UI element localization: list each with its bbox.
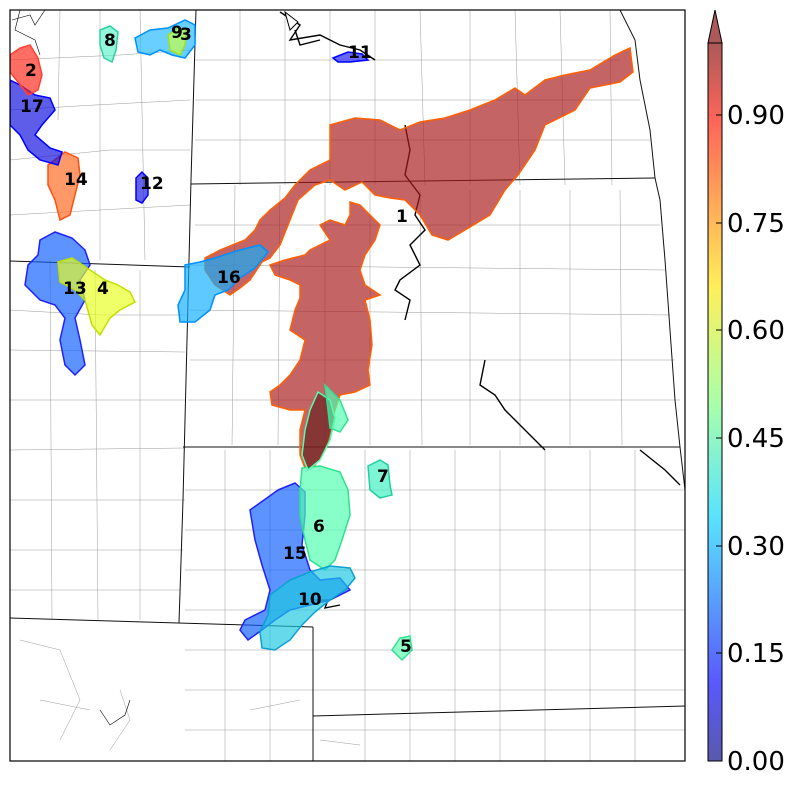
colorbar-tick-2: 0.30 [727, 532, 785, 562]
colorbar-tick-0: 0.00 [727, 747, 785, 777]
colorbar-tick-1: 0.15 [727, 639, 785, 669]
label-region-13: 13 [63, 279, 87, 299]
map-frame [9, 9, 686, 762]
label-region-10: 10 [298, 590, 322, 610]
colorbar-ticks [716, 114, 722, 762]
region-5 [391, 635, 413, 662]
colorbar: 0.00 0.15 0.30 0.45 0.60 0.75 0.90 [707, 9, 785, 777]
region-10 [259, 565, 356, 651]
label-region-1: 1 [396, 207, 408, 227]
lakes [284, 10, 299, 31]
region-6-extension [323, 382, 349, 433]
region-6 [299, 465, 351, 571]
colorbar-extend-arrow [707, 9, 723, 44]
probability-regions [10, 19, 634, 662]
label-region-8: 8 [104, 31, 116, 51]
label-region-11: 11 [348, 43, 372, 63]
label-region-3: 3 [180, 25, 192, 45]
label-region-2: 2 [25, 61, 37, 81]
colorbar-tick-3: 0.45 [727, 424, 785, 454]
region-4 [57, 257, 136, 337]
region-8 [99, 25, 119, 64]
region-12 [135, 170, 149, 204]
region-14 [47, 151, 81, 222]
region-11 [331, 51, 370, 63]
mountain-detail [11, 10, 131, 726]
label-region-17: 17 [20, 97, 44, 117]
region-9 [167, 27, 187, 57]
region-1 [204, 46, 634, 469]
label-region-15: 15 [283, 544, 307, 564]
region-2 [10, 44, 43, 96]
colorbar-tick-4: 0.60 [727, 316, 785, 346]
label-region-14: 14 [64, 170, 88, 190]
region-16 [177, 244, 270, 323]
region-7 [367, 459, 393, 499]
label-region-6: 6 [313, 517, 325, 537]
label-region-12: 12 [140, 174, 164, 194]
label-region-16: 16 [217, 268, 241, 288]
region-17 [10, 79, 63, 166]
label-region-4: 4 [97, 279, 109, 299]
label-region-5: 5 [400, 637, 412, 657]
colorbar-tick-5: 0.75 [727, 209, 785, 239]
label-region-9: 9 [171, 23, 183, 43]
region-labels: 1 2 3 4 5 6 7 8 9 10 11 12 13 14 15 16 1… [20, 23, 412, 657]
label-region-7: 7 [377, 467, 389, 487]
colorbar-tick-6: 0.90 [727, 101, 785, 131]
